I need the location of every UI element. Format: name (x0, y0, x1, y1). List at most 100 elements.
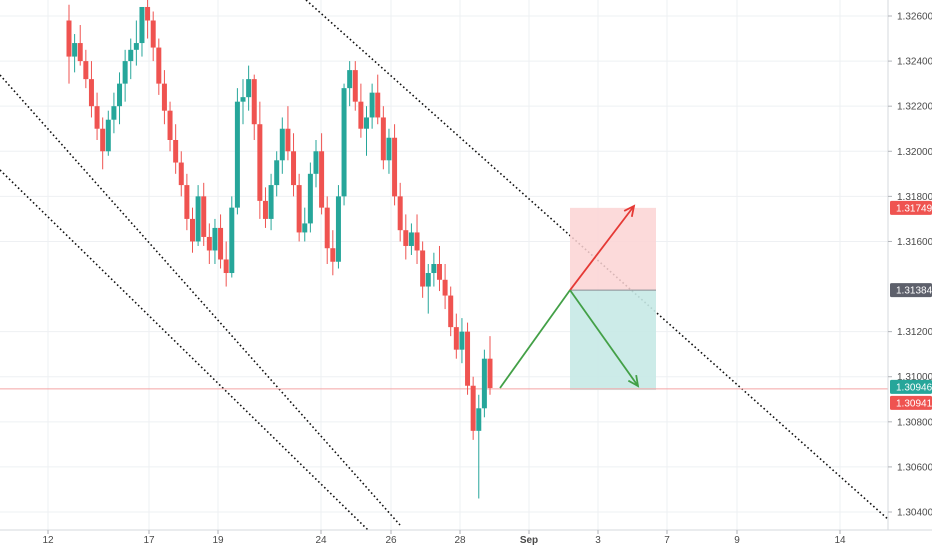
candle-body (201, 196, 207, 237)
candle-body (262, 200, 268, 219)
candle-body (386, 137, 392, 161)
candlestick-series (66, 0, 493, 499)
candle-body (268, 185, 274, 219)
candle-body (161, 83, 167, 111)
candle-body (487, 358, 493, 388)
price-tick-label: 1.31800 (897, 192, 932, 203)
candle-body (66, 20, 72, 57)
price-label-text: 1.31384 (896, 286, 932, 297)
candle-body (448, 295, 454, 328)
time-tick-label: 12 (42, 535, 54, 546)
price-tick-label: 1.31200 (897, 327, 932, 338)
candle-body (122, 61, 128, 84)
candle-body (184, 185, 190, 219)
candle-body (425, 273, 431, 287)
target-projection-arrow[interactable] (569, 289, 639, 387)
target-projection-arrow-head (627, 375, 640, 388)
price-label-text: 1.30941 (896, 398, 932, 409)
candle-body (150, 20, 156, 48)
candle-body (117, 83, 123, 107)
candle-body (100, 128, 106, 152)
candle-body (251, 79, 257, 125)
candle-body (133, 43, 139, 50)
candle-body (178, 162, 184, 186)
candle-body (403, 230, 409, 246)
candle-body (307, 173, 313, 224)
candle-body (358, 101, 364, 129)
price-labels: 1.31749 1.31384 1.30946 1.30941 (890, 200, 932, 410)
stop-loss-zone[interactable] (570, 207, 656, 291)
candle-body (212, 227, 218, 251)
price-tick-label: 1.30400 (897, 508, 932, 519)
price-tick-label: 1.30800 (897, 417, 932, 428)
candle-body (335, 196, 341, 262)
time-tick-label: 9 (734, 535, 740, 546)
price-axis[interactable]: 1.32600 1.32400 1.32200 1.32000 1.31800 1.316… (887, 0, 932, 550)
price-tick-label: 1.31000 (897, 372, 932, 383)
candle-body (392, 137, 398, 197)
candle-body (167, 110, 173, 140)
price-label-tag (890, 395, 932, 410)
price-tick-label: 1.30600 (897, 462, 932, 473)
price-label-tag (890, 283, 932, 298)
candle-body (240, 97, 246, 102)
stop-projection-arrow-head (623, 204, 636, 217)
candle-body (420, 250, 426, 287)
candle-body (77, 43, 83, 62)
candle-body (380, 117, 386, 161)
candle-body (88, 79, 94, 107)
chart-grid (0, 0, 888, 530)
candle-body (364, 117, 370, 129)
candle-body (285, 128, 291, 152)
candle-body (302, 223, 308, 233)
projection-arrows[interactable] (499, 204, 640, 389)
candle-body (105, 119, 111, 152)
candle-body (291, 151, 297, 186)
time-tick-label: 26 (385, 535, 397, 546)
candle-body (465, 331, 471, 386)
price-tick-label: 1.31600 (897, 237, 932, 248)
candle-body (246, 79, 252, 98)
candle-body (173, 140, 179, 163)
candle-body (352, 70, 358, 102)
candle-body (72, 43, 78, 57)
candle-body (369, 92, 375, 118)
candle-body (189, 218, 195, 242)
time-axis[interactable]: 12 17 19 24 26 28 Sep 3 7 9 14 (0, 529, 932, 550)
entry-projection-line[interactable] (499, 289, 571, 389)
position-tool[interactable] (570, 207, 656, 391)
candle-body (83, 61, 89, 80)
candle-body (442, 279, 448, 296)
candle-body (330, 248, 336, 262)
candle-body (223, 259, 229, 274)
price-label-text: 1.30946 (896, 382, 932, 393)
candle-body (128, 49, 134, 62)
time-tick-label: 24 (315, 535, 327, 546)
price-axis-bg (888, 0, 932, 550)
candle-body (195, 196, 201, 242)
channel-line (0, 74, 401, 526)
price-label-tag (890, 379, 932, 394)
stop-projection-arrow[interactable] (569, 205, 635, 291)
time-tick-label: 28 (454, 535, 466, 546)
candle-body (397, 196, 403, 231)
candle-body (111, 106, 117, 120)
candle-body (481, 358, 487, 409)
candle-body (257, 124, 263, 201)
time-tick-label: 17 (143, 535, 155, 546)
candle-body (431, 264, 437, 274)
candle-body (279, 128, 285, 161)
price-tick-label: 1.32400 (897, 57, 932, 68)
candle-body (347, 70, 353, 89)
candle-body (234, 101, 240, 208)
take-profit-zone[interactable] (570, 290, 656, 391)
candle-body (408, 232, 414, 246)
candle-body (459, 331, 465, 350)
time-tick-label: 7 (664, 535, 670, 546)
candle-body (453, 327, 459, 350)
candle-body (375, 92, 381, 118)
candle-body (476, 408, 482, 431)
candle-body (94, 106, 100, 129)
candle-body (470, 385, 476, 431)
